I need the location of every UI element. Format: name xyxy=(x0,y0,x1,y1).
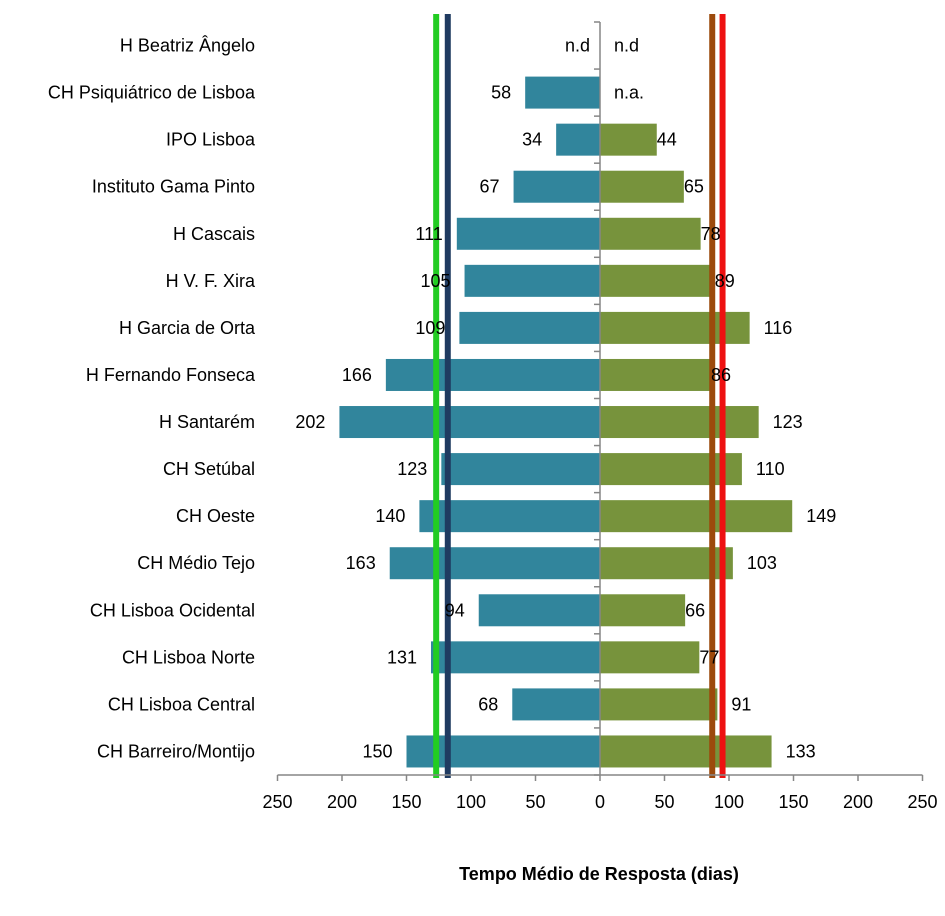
data-label-left: 163 xyxy=(346,553,376,573)
bar-left xyxy=(556,123,600,156)
bar-right xyxy=(600,311,750,344)
x-tick-label: 150 xyxy=(391,792,421,812)
data-label-left: 202 xyxy=(295,412,325,432)
data-label-right: 86 xyxy=(711,365,731,385)
category-label: CH Barreiro/Montijo xyxy=(97,741,255,761)
category-label: H Santarém xyxy=(159,412,255,432)
data-label-left: 34 xyxy=(522,130,542,150)
data-label-right: 123 xyxy=(773,412,803,432)
bar-left xyxy=(464,264,600,297)
data-label-right: 44 xyxy=(657,130,677,150)
bar-right xyxy=(600,641,700,674)
data-label-right: 77 xyxy=(699,647,719,667)
bar-left xyxy=(339,406,600,439)
x-tick-label: 200 xyxy=(843,792,873,812)
bar-left xyxy=(512,688,600,721)
data-label-left: 58 xyxy=(491,83,511,103)
data-label-left: 150 xyxy=(362,741,392,761)
data-label-left: 105 xyxy=(421,271,451,291)
bar-left xyxy=(459,311,600,344)
data-label-right: 65 xyxy=(684,177,704,197)
data-label-right: 116 xyxy=(764,318,793,338)
bar-right xyxy=(600,406,759,439)
data-label-right: 66 xyxy=(685,600,705,620)
data-label-left: 111 xyxy=(415,224,442,244)
bar-right xyxy=(600,358,711,391)
bar-right xyxy=(600,264,715,297)
category-label: H Cascais xyxy=(173,224,255,244)
bar-right xyxy=(600,594,686,627)
bar-right xyxy=(600,688,718,721)
x-tick-label: 250 xyxy=(907,792,937,812)
bar-right xyxy=(600,453,742,486)
reference-lines xyxy=(433,14,726,778)
data-label-left: n.d xyxy=(565,36,590,56)
category-label: CH Lisboa Central xyxy=(108,694,255,714)
x-tick-label: 0 xyxy=(595,792,605,812)
bar-left xyxy=(385,358,600,391)
bar-left xyxy=(513,170,600,203)
bars-layer xyxy=(339,76,793,768)
tick-labels: 250 200 150 100 50 0 50 100 150 200 250 xyxy=(262,792,937,812)
category-label: H Beatriz Ângelo xyxy=(120,36,255,56)
bar-right xyxy=(600,500,793,533)
x-tick-label: 250 xyxy=(262,792,292,812)
category-label: CH Oeste xyxy=(176,506,255,526)
data-label-left: 94 xyxy=(445,600,465,620)
bar-left xyxy=(389,547,600,580)
x-tick-label: 50 xyxy=(525,792,545,812)
x-tick-label: 100 xyxy=(456,792,486,812)
bar-left xyxy=(478,594,600,627)
category-label: CH Lisboa Ocidental xyxy=(90,600,255,620)
data-label-right: 149 xyxy=(806,506,836,526)
category-labels: H Beatriz Ângelo CH Psiquiátrico de Lisbo… xyxy=(48,36,256,762)
x-tick-label: 100 xyxy=(714,792,744,812)
data-label-right: n.d xyxy=(614,36,639,56)
data-label-left: 68 xyxy=(478,694,498,714)
bar-left xyxy=(431,641,600,674)
data-label-left: 109 xyxy=(415,318,445,338)
data-label-right: 89 xyxy=(715,271,735,291)
data-label-left: 123 xyxy=(397,459,427,479)
category-label: CH Setúbal xyxy=(163,459,255,479)
data-label-right: 91 xyxy=(731,694,751,714)
bar-right xyxy=(600,123,657,156)
data-label-left: 131 xyxy=(387,647,417,667)
data-label-right: 133 xyxy=(786,741,816,761)
data-labels: n.d n.d 58 n.a. 34 44 67 65 111 78 105 89 109 116 166 8… xyxy=(295,36,836,762)
bar-left xyxy=(456,217,600,250)
category-label: H Garcia de Orta xyxy=(119,318,256,338)
data-label-left: 140 xyxy=(375,506,405,526)
category-label: Instituto Gama Pinto xyxy=(92,177,255,197)
bar-right xyxy=(600,735,772,768)
bar-right xyxy=(600,217,701,250)
category-label: IPO Lisboa xyxy=(166,130,256,150)
category-label: CH Psiquiátrico de Lisboa xyxy=(48,83,256,103)
data-label-left: 67 xyxy=(480,177,500,197)
category-label: H V. F. Xira xyxy=(166,271,256,291)
bar-left xyxy=(441,453,600,486)
data-label-right: 78 xyxy=(701,224,721,244)
category-label: CH Médio Tejo xyxy=(137,553,255,573)
category-label: H Fernando Fonseca xyxy=(86,365,256,385)
bar-right xyxy=(600,170,684,203)
category-label: CH Lisboa Norte xyxy=(122,647,255,667)
data-label-right: 103 xyxy=(747,553,777,573)
x-tick-label: 200 xyxy=(327,792,357,812)
bar-left xyxy=(525,76,600,109)
x-tick-label: 50 xyxy=(654,792,674,812)
axes-layer xyxy=(276,21,924,781)
x-axis-title: Tempo Médio de Resposta (dias) xyxy=(459,864,739,884)
data-label-left: 166 xyxy=(342,365,372,385)
data-label-right: n.a. xyxy=(614,83,644,103)
data-label-right: 110 xyxy=(756,459,785,479)
x-tick-label: 150 xyxy=(778,792,808,812)
